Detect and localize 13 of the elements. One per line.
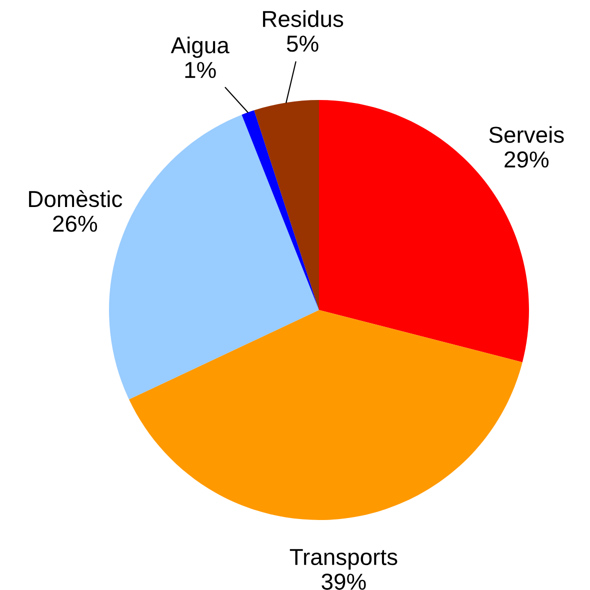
data-label: 39% <box>322 574 366 590</box>
slice-label: Residus <box>263 10 344 28</box>
slice-label: Domèstic <box>29 190 122 208</box>
data-label: 29% <box>504 151 549 168</box>
data-label: 1% <box>185 62 216 78</box>
data-label: 26% <box>53 216 98 232</box>
slice-label: Aigua <box>170 36 230 58</box>
slice-label: Serveis <box>489 126 564 143</box>
data-label: 5% <box>286 36 318 52</box>
pie-slice <box>242 110 319 310</box>
pie-slice <box>254 100 319 310</box>
pie-slice <box>128 310 522 520</box>
slice-label: Transports <box>290 549 398 570</box>
